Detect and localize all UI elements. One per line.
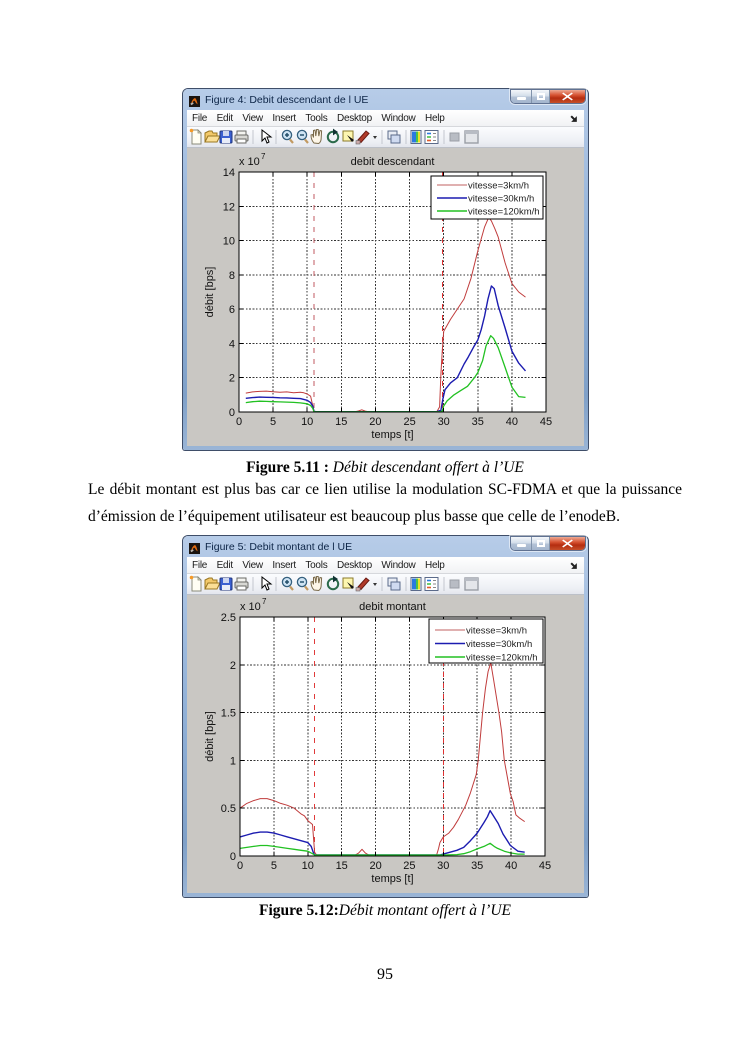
svg-text:12: 12: [223, 201, 235, 213]
svg-text:45: 45: [540, 416, 552, 428]
svg-text:7: 7: [262, 597, 267, 606]
svg-text:1.5: 1.5: [221, 708, 236, 720]
svg-text:0: 0: [229, 407, 235, 419]
svg-text:x 10: x 10: [240, 601, 261, 613]
svg-text:0: 0: [237, 860, 243, 872]
svg-text:vitesse=30km/h: vitesse=30km/h: [466, 639, 532, 650]
svg-text:débit [bps]: débit [bps]: [204, 267, 216, 318]
svg-text:x 10: x 10: [239, 156, 260, 168]
svg-text:0: 0: [230, 851, 236, 863]
svg-text:débit [bps]: débit [bps]: [204, 711, 216, 762]
svg-text:40: 40: [505, 860, 517, 872]
svg-text:2.5: 2.5: [221, 612, 236, 624]
svg-text:vitesse=120km/h: vitesse=120km/h: [468, 207, 540, 218]
svg-text:40: 40: [506, 416, 518, 428]
svg-text:2: 2: [229, 373, 235, 385]
svg-text:35: 35: [472, 416, 484, 428]
svg-text:8: 8: [229, 270, 235, 282]
svg-text:temps [t]: temps [t]: [371, 873, 413, 885]
svg-text:4: 4: [229, 338, 235, 350]
svg-text:vitesse=3km/h: vitesse=3km/h: [468, 181, 529, 192]
svg-text:6: 6: [229, 304, 235, 316]
svg-text:vitesse=3km/h: vitesse=3km/h: [466, 626, 527, 637]
svg-text:7: 7: [261, 152, 266, 161]
svg-text:vitesse=30km/h: vitesse=30km/h: [468, 194, 534, 205]
svg-text:temps [t]: temps [t]: [371, 429, 413, 441]
svg-text:25: 25: [403, 860, 415, 872]
svg-text:35: 35: [471, 860, 483, 872]
svg-text:vitesse=120km/h: vitesse=120km/h: [466, 653, 538, 664]
svg-text:30: 30: [438, 416, 450, 428]
svg-text:30: 30: [437, 860, 449, 872]
svg-text:10: 10: [223, 236, 235, 248]
svg-text:20: 20: [369, 416, 381, 428]
svg-text:25: 25: [403, 416, 415, 428]
svg-text:0: 0: [236, 416, 242, 428]
svg-text:5: 5: [270, 416, 276, 428]
svg-text:15: 15: [335, 416, 347, 428]
svg-text:1: 1: [230, 755, 236, 767]
svg-text:15: 15: [336, 860, 348, 872]
svg-text:20: 20: [369, 860, 381, 872]
svg-text:10: 10: [302, 860, 314, 872]
svg-text:5: 5: [271, 860, 277, 872]
svg-text:14: 14: [223, 167, 235, 179]
svg-text:10: 10: [301, 416, 313, 428]
svg-text:0.5: 0.5: [221, 803, 236, 815]
svg-text:45: 45: [539, 860, 551, 872]
svg-text:debit montant: debit montant: [359, 601, 426, 613]
svg-text:2: 2: [230, 660, 236, 672]
svg-text:debit descendant: debit descendant: [351, 156, 435, 168]
